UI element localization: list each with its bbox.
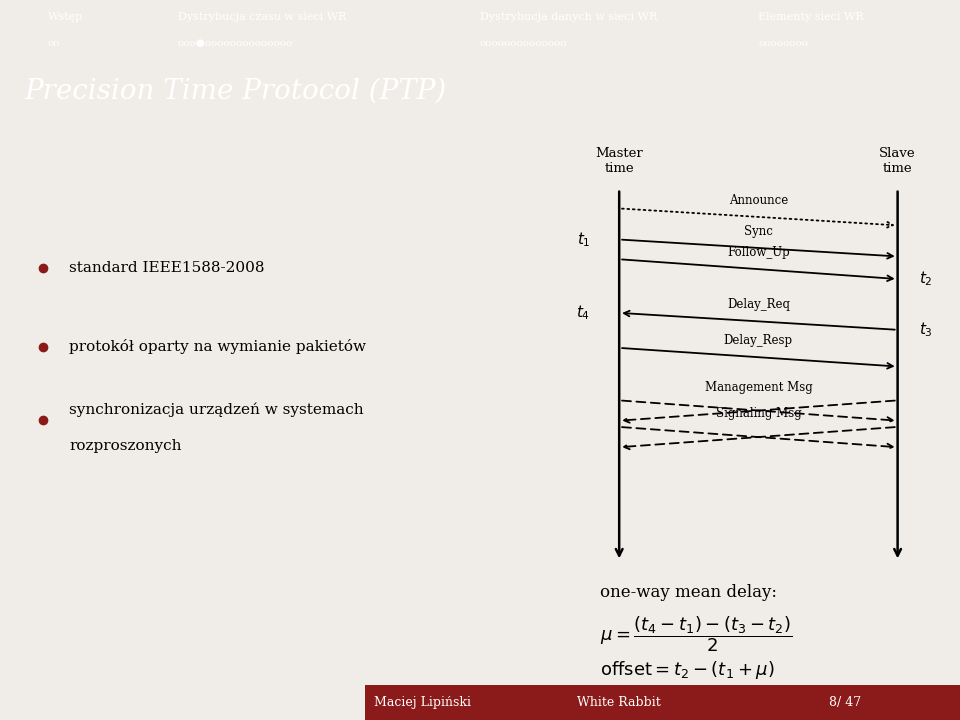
Text: Wstęp: Wstęp (48, 12, 84, 22)
Text: ooo●oooooooooooooo: ooo●oooooooooooooo (178, 40, 293, 48)
Bar (365, 685, 960, 720)
Text: Signaling Msg: Signaling Msg (715, 407, 802, 420)
Text: $t_3$: $t_3$ (919, 320, 932, 339)
Text: Elementy sieci WR: Elementy sieci WR (758, 12, 864, 22)
Text: $\mathrm{offset} = t_2 - (t_1 + \mu)$: $\mathrm{offset} = t_2 - (t_1 + \mu)$ (600, 659, 775, 680)
Text: Master
time: Master time (595, 147, 643, 174)
Text: oo: oo (48, 40, 60, 48)
Text: one-way mean delay:: one-way mean delay: (600, 584, 777, 600)
Text: $t_4$: $t_4$ (576, 304, 590, 323)
Text: Precision Time Protocol (PTP): Precision Time Protocol (PTP) (24, 77, 446, 104)
Text: oooooooo: oooooooo (758, 40, 808, 48)
Text: Slave
time: Slave time (879, 147, 916, 174)
Text: protokół oparty na wymianie pakietów: protokół oparty na wymianie pakietów (69, 339, 366, 354)
Text: Management Msg: Management Msg (705, 381, 812, 394)
Text: Announce: Announce (729, 194, 788, 207)
Text: Sync: Sync (744, 225, 773, 238)
Text: Maciej Lipiński: Maciej Lipiński (373, 696, 471, 709)
Text: Dystrybucja czasu w sieci WR: Dystrybucja czasu w sieci WR (178, 12, 346, 22)
Text: rozproszonych: rozproszonych (69, 438, 181, 453)
Text: $t_2$: $t_2$ (919, 270, 932, 289)
Text: standard IEEE1588-2008: standard IEEE1588-2008 (69, 261, 265, 275)
Text: Follow_Up: Follow_Up (727, 246, 790, 259)
Text: 8/ 47: 8/ 47 (828, 696, 861, 709)
Text: Delay_Req: Delay_Req (727, 298, 790, 311)
Text: Delay_Resp: Delay_Resp (724, 334, 793, 347)
Text: oooooooooooooo: oooooooooooooo (480, 40, 567, 48)
Text: $\mu = \dfrac{(t_4-t_1)-(t_3-t_2)}{2}$: $\mu = \dfrac{(t_4-t_1)-(t_3-t_2)}{2}$ (600, 615, 792, 654)
Text: Dystrybucja danych w sieci WR: Dystrybucja danych w sieci WR (480, 12, 658, 22)
Text: synchronizacja urządzeń w systemach: synchronizacja urządzeń w systemach (69, 402, 364, 417)
Text: White Rabbit: White Rabbit (577, 696, 661, 709)
Text: $t_1$: $t_1$ (577, 230, 590, 249)
